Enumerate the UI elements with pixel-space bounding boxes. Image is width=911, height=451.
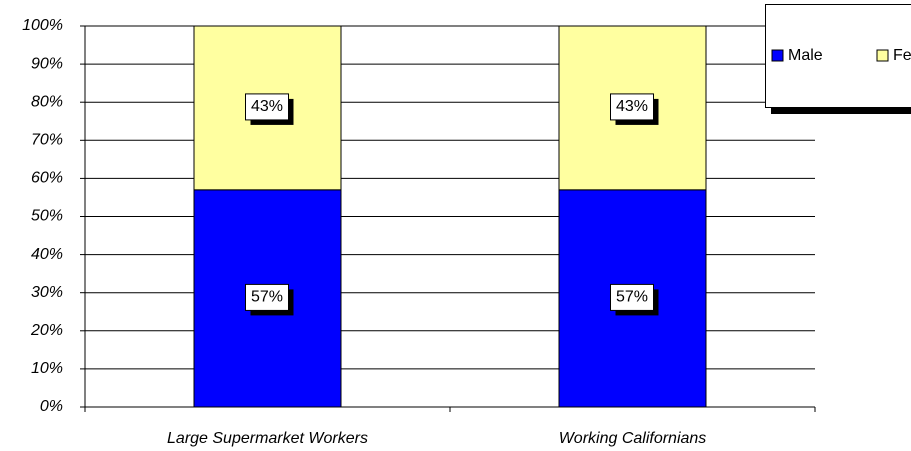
label-box [610,283,654,311]
data-label: 57% [251,289,283,306]
x-tick-label: Working Californians [559,430,707,447]
legend-swatch [771,49,784,62]
data-label: 57% [616,289,648,306]
legend-swatch [876,49,889,62]
y-tick-label: 10% [31,360,63,377]
y-tick-label: 80% [31,93,63,110]
label-box [245,283,289,311]
x-tick-label: Large Supermarket Workers [167,430,368,447]
data-label: 43% [251,98,283,115]
y-tick-label: 50% [31,208,63,225]
y-tick-label: 90% [31,55,63,72]
y-tick-label: 70% [31,132,63,149]
y-tick-label: 40% [31,246,63,263]
label-box [245,93,289,121]
y-tick-label: 60% [31,170,63,187]
label-box [610,93,654,121]
y-tick-label: 30% [31,284,63,301]
y-tick-label: 20% [30,322,63,339]
data-label: 43% [616,98,648,115]
legend-label: Male [788,47,823,64]
legend-label: Female [893,47,911,64]
y-tick-label: 100% [22,17,63,34]
y-tick-label: 0% [40,398,63,415]
